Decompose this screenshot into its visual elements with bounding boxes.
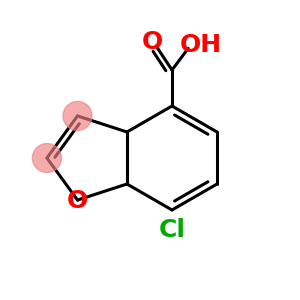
Text: Cl: Cl: [158, 218, 185, 242]
Circle shape: [63, 101, 92, 130]
Circle shape: [32, 143, 62, 172]
Text: O: O: [67, 189, 88, 213]
Text: O: O: [142, 30, 163, 54]
Text: OH: OH: [180, 33, 222, 57]
